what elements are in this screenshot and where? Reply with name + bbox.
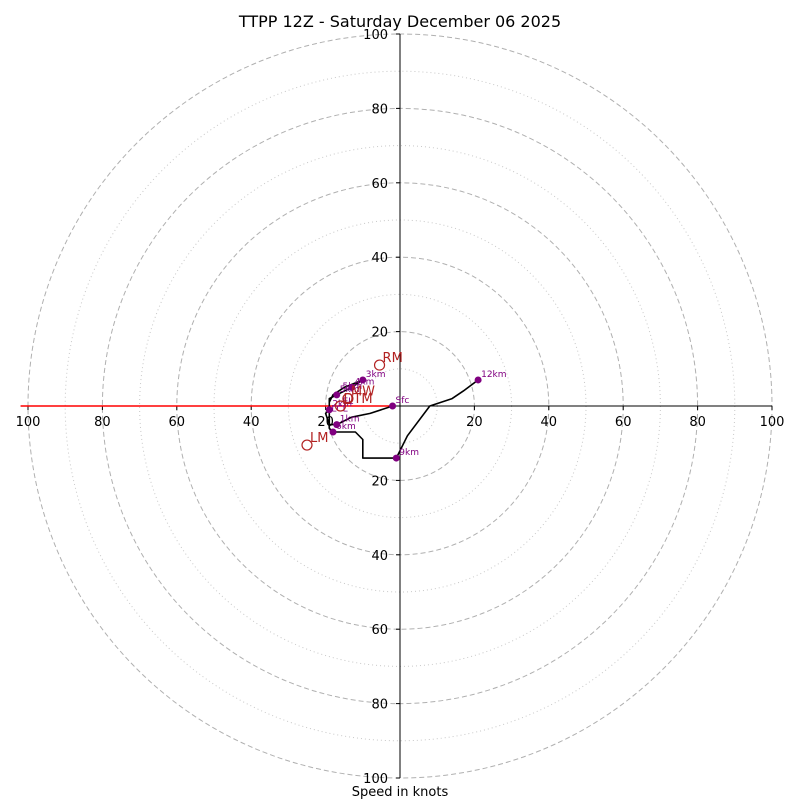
x-tick-label-right-80: 80 xyxy=(689,415,706,430)
height-point-Sfc xyxy=(389,402,397,410)
height-point-6km xyxy=(329,428,337,436)
height-label-2km: 2km xyxy=(332,400,352,410)
y-tick-label-down-60: 60 xyxy=(371,623,388,638)
storm-motion-DTM xyxy=(334,400,347,412)
storm-motion-RM xyxy=(373,359,386,371)
storm-motion-label-DTM: DTM xyxy=(343,392,372,407)
x-tick-label-left-60: 60 xyxy=(169,415,186,430)
y-tick-label-down-40: 40 xyxy=(371,549,388,564)
y-tick-label-up-100: 100 xyxy=(363,28,388,43)
y-tick-label-down-20: 20 xyxy=(371,474,388,489)
height-label-Sfc: Sfc xyxy=(396,396,410,406)
x-tick-label-left-20: 20 xyxy=(317,415,334,430)
height-point-9km xyxy=(392,454,400,462)
extra-label-LCL: LCL xyxy=(331,404,347,414)
height-label-12km: 12km xyxy=(481,370,506,380)
y-tick-label-down-80: 80 xyxy=(371,698,388,713)
x-tick-label-left-80: 80 xyxy=(94,415,111,430)
y-tick-label-up-40: 40 xyxy=(371,251,388,266)
height-label-9km: 9km xyxy=(399,448,419,458)
x-tick-label-left-100: 100 xyxy=(16,415,41,430)
y-tick-label-down-100: 100 xyxy=(363,772,388,787)
storm-motion-label-RM: RM xyxy=(383,351,403,366)
height-label-3km: 3km xyxy=(366,370,386,380)
x-tick-label-right-100: 100 xyxy=(760,415,785,430)
x-tick-label-left-40: 40 xyxy=(243,415,260,430)
storm-motion-MW xyxy=(342,392,354,405)
x-tick-label-right-60: 60 xyxy=(615,415,632,430)
extra-label-EL: EL xyxy=(342,397,353,407)
x-axis-label: Speed in knots xyxy=(352,785,449,800)
series: Sfc1km2km3km4km5km6km9km12km5kmLCLELRMLM… xyxy=(20,351,507,462)
height-point-12km xyxy=(474,376,482,384)
height-point-4km xyxy=(348,383,356,391)
storm-motion-label-LM: LM xyxy=(310,431,328,446)
y-tick-label-up-80: 80 xyxy=(371,102,388,117)
storm-motion-label-MW: MW xyxy=(351,385,375,400)
chart-title: TTPP 12Z - Saturday December 06 2025 xyxy=(238,12,561,31)
y-tick-label-up-60: 60 xyxy=(371,177,388,192)
height-point-5km xyxy=(333,391,341,399)
x-tick-label-right-40: 40 xyxy=(541,415,558,430)
height-point-3km xyxy=(359,376,367,384)
height-label-4km: 4km xyxy=(355,377,375,387)
height-point-2km xyxy=(325,406,333,414)
height-label-5km: 5km xyxy=(340,385,360,395)
height-label-6km: 6km xyxy=(336,422,356,432)
height-point-1km xyxy=(333,421,341,429)
height-label-1km: 1km xyxy=(340,415,360,425)
y-tick-label-up-20: 20 xyxy=(371,326,388,341)
storm-motion-LM xyxy=(301,439,313,451)
extra-label-5km: 5km xyxy=(342,382,362,392)
x-tick-label-right-20: 20 xyxy=(466,415,483,430)
tick-labels: 100 80 60 40 20 20 40 60 80 100 20 40 60 80 100 20 40 60 8… xyxy=(16,28,785,787)
